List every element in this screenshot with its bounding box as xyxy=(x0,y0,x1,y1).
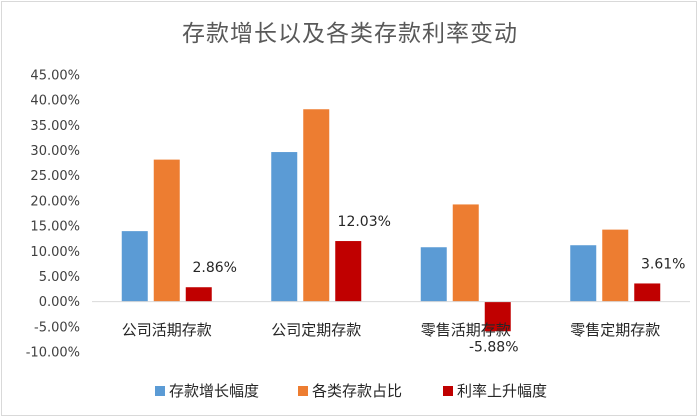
bar-3-4 xyxy=(634,283,661,302)
y-tick-label: -5.00% xyxy=(34,320,80,335)
y-axis: -10.00% -5.00% 0.00% 5.00% 10.00% 15.00% 20.00… xyxy=(26,69,80,361)
bar-1-2 xyxy=(271,152,298,302)
bar-2-4 xyxy=(602,229,629,302)
bars xyxy=(121,109,661,332)
data-label: 12.03% xyxy=(338,214,391,230)
legend-label: 存款增长幅度 xyxy=(169,382,259,400)
data-label: 2.86% xyxy=(193,260,237,276)
legend: 存款增长幅度 各类存款占比 利率上升幅度 xyxy=(155,382,547,400)
y-tick-label: 45.00% xyxy=(30,69,80,84)
data-label: -5.88% xyxy=(469,339,519,355)
y-tick-label: 10.00% xyxy=(30,245,80,260)
y-tick-label: -10.00% xyxy=(26,346,80,361)
bar-3-3 xyxy=(484,301,511,332)
y-tick-label: 40.00% xyxy=(30,94,80,109)
legend-swatch xyxy=(155,386,165,396)
category-label: 零售定期存款 xyxy=(570,321,660,339)
y-tick-label: 5.00% xyxy=(39,270,80,285)
y-tick-label: 30.00% xyxy=(30,144,80,159)
bar-3-2 xyxy=(335,241,362,302)
chart-title: 存款增长以及各类存款利率变动 xyxy=(182,21,518,47)
category-label: 零售活期存款 xyxy=(421,321,511,339)
bar-1-4 xyxy=(570,245,597,302)
bar-1-1 xyxy=(121,231,148,302)
bar-1-3 xyxy=(420,247,447,302)
y-tick-label: 15.00% xyxy=(30,220,80,235)
bar-2-2 xyxy=(303,109,330,302)
data-labels: 2.86% 12.03% -5.88% 3.61% xyxy=(193,214,686,355)
bar-2-3 xyxy=(452,204,479,302)
legend-swatch xyxy=(443,386,453,396)
category-labels: 公司活期存款 公司定期存款 零售活期存款 零售定期存款 xyxy=(122,321,661,339)
category-label: 公司定期存款 xyxy=(271,321,361,339)
y-tick-label: 0.00% xyxy=(39,295,80,310)
bar-3-1 xyxy=(185,287,212,302)
data-label: 3.61% xyxy=(641,256,685,272)
legend-label: 利率上升幅度 xyxy=(457,382,547,400)
legend-label: 各类存款占比 xyxy=(312,382,402,400)
y-tick-label: 35.00% xyxy=(30,119,80,134)
legend-swatch xyxy=(298,386,308,396)
y-tick-label: 25.00% xyxy=(30,169,80,184)
category-label: 公司活期存款 xyxy=(122,321,212,339)
bar-2-1 xyxy=(153,159,180,302)
y-tick-label: 20.00% xyxy=(30,194,80,209)
